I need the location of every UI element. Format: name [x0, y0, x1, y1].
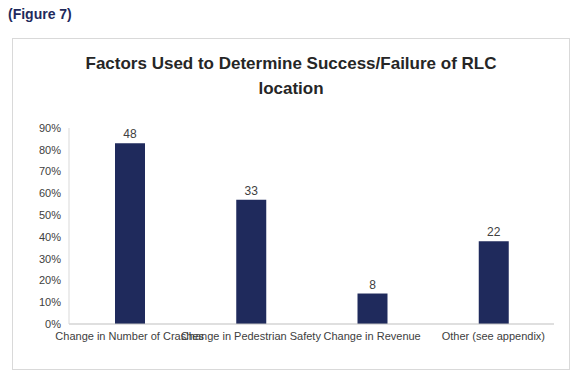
svg-text:22: 22: [487, 225, 501, 239]
svg-text:30%: 30%: [39, 253, 61, 265]
html-text:(Figure 7): (Figure 7): [8, 6, 72, 22]
svg-text:8: 8: [369, 278, 376, 292]
svg-text:60%: 60%: [39, 187, 61, 199]
svg-text:Change in Number of Crashes: Change in Number of Crashes: [55, 329, 204, 342]
svg-text:Other (see appendix): Other (see appendix): [442, 330, 545, 342]
svg-text:70%: 70%: [39, 165, 61, 177]
svg-text:Change in Revenue: Change in Revenue: [324, 330, 421, 342]
svg-text:40%: 40%: [39, 231, 61, 243]
svg-text:10%: 10%: [39, 296, 61, 308]
svg-text:20%: 20%: [39, 274, 61, 286]
svg-text:48: 48: [123, 127, 137, 141]
svg-text:Change in Pedestrian Safety: Change in Pedestrian Safety: [181, 330, 322, 342]
svg-text:90%: 90%: [39, 122, 61, 134]
html-text:Factors Used to Determine Succ: Factors Used to Determine Success/Failur…: [85, 54, 497, 98]
svg-text:0%: 0%: [45, 318, 61, 330]
svg-text:80%: 80%: [39, 144, 61, 156]
svg-text:33: 33: [245, 184, 259, 198]
svg-text:50%: 50%: [39, 209, 61, 221]
